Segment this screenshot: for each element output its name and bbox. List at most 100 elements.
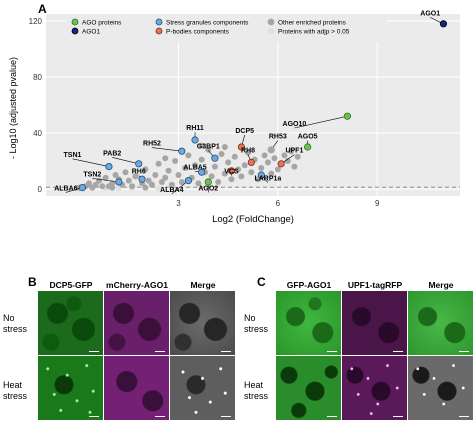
point-labels: AGO1 AGO10 AGO5 AGO2 ALBA4 ALBA5 ALBA6 TSN1 TSN2… [54,10,440,193]
point-label-rh6: RH6 [132,169,146,176]
panel-c-row-2-label: Heat stress [244,380,268,402]
enriched-point [241,162,248,169]
point-label-upf1: UPF1 [285,148,303,155]
enriched-point [142,184,149,191]
enriched-point [172,158,179,164]
legend-label: AGO proteins [82,20,122,27]
x-tick-label: 9 [375,199,380,208]
legend-marker [155,27,163,35]
point-label-g3bp1: G3BP1 [197,143,220,150]
panel-c-row-2-line1: Heat [244,380,264,390]
legend: AGO proteins AGO1 Stress granules componen… [71,18,350,36]
panel-b-row-1-line1: No [3,313,15,323]
scale-bar [459,350,469,352]
enriched-point [142,166,149,173]
data-point-ago5 [304,143,312,151]
enriched-point [122,169,129,176]
enriched-point [248,169,255,176]
scale-bar [221,350,231,352]
enriched-point [155,160,162,167]
enriched-point [182,165,189,171]
panel-label-c: C [257,275,266,289]
enriched-point [125,177,132,184]
enriched-point [261,152,268,159]
enriched-point [162,174,169,181]
scale-bar [155,350,165,352]
enriched-point [218,151,225,157]
enriched-point [185,152,192,159]
leader-line [151,147,182,152]
enriched-point [215,179,222,185]
data-point-tsn1 [105,163,113,171]
y-tick-label: 0 [38,185,43,194]
enriched-point [99,183,106,190]
data-point-alba6 [78,184,87,192]
enriched-point [281,152,288,159]
background-points [76,142,301,191]
point-label-alba5: ALBA5 [183,164,206,171]
enriched-point [221,144,228,150]
point-label-rh8: RH8 [241,148,255,155]
panel-c-row-1-label: No stress [244,313,268,335]
panel-c-nostress-merge-image [408,291,473,355]
labeled-points [78,20,448,192]
enriched-point [165,167,172,174]
panel-c-heat-magenta-image [342,356,407,420]
volcano-plot: AGO1AGO10AGO5AGO2ALBA4ALBA5ALBA6TSN1TSN2… [8,10,460,225]
leader-line [112,157,139,165]
enriched-point [274,166,281,173]
data-point-upf1 [277,160,285,168]
point-label-ago5: AGO5 [298,134,318,141]
panel-c-row-1-line2: stress [244,324,269,334]
panel-c-col-3-header: Merge [428,280,454,290]
x-tick-label: 6 [276,199,281,208]
data-point-rh8 [247,158,255,166]
point-label-rh11: RH11 [186,125,204,132]
point-label-tsn1: TSN1 [64,152,82,159]
enriched-point [228,176,235,183]
enriched-point [148,181,155,188]
data-point-g3bp1 [211,154,219,162]
enriched-point [175,172,182,178]
scale-bar [221,415,231,417]
panel-c-col-1-header: GFP-AGO1 [286,280,332,290]
enriched-point [168,181,175,188]
enriched-point [231,153,238,160]
panel-b-nostress-merge-image [170,291,235,355]
panel-c-heat-green-image [276,356,341,420]
enriched-point [112,172,119,178]
enriched-point [264,159,271,166]
legend-label: Stress granules components [166,20,249,27]
legend-box [66,14,386,42]
scale-bar [327,415,337,417]
enriched-point [132,173,139,180]
enriched-point [198,142,205,149]
panel-c-heat-merge-image [408,356,473,420]
legend-marker [71,27,79,35]
data-point-larp1a [257,171,265,179]
panel-b-row-2-label: Heat stress [3,380,27,402]
enriched-point [288,148,295,155]
enriched-point [158,179,165,185]
enriched-point [221,170,228,177]
enriched-point [225,159,232,166]
enriched-point [235,166,242,173]
panel-c-col-2-header: UPF1-tagRFP [347,280,403,290]
y-tick-label: 120 [29,17,43,26]
enriched-point [86,180,93,187]
panel-b-heat-green-image [38,356,103,420]
enriched-point [291,163,298,170]
scale-bar [89,350,99,352]
legend-marker [267,27,275,35]
enriched-point [238,173,245,180]
scale-bar [459,415,469,417]
panel-c-row-2-line2: stress [244,391,269,401]
enriched-point [89,184,96,191]
legend-label: P-bodies components [166,29,230,36]
enriched-point [205,146,212,153]
y-tick-label: 40 [33,129,42,138]
enriched-point [198,156,205,163]
scale-bar [327,350,337,352]
x-axis-label: Log2 (FoldChange) [212,214,294,225]
panel-c-row-1-line1: No [244,313,256,323]
